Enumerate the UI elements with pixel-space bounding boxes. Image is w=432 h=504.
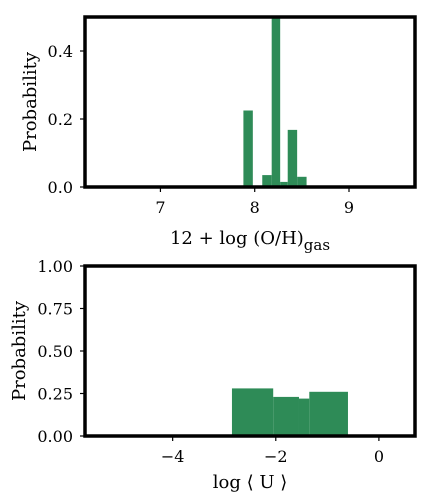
y-tick-label: 0.00 bbox=[37, 427, 73, 446]
y-tick-label: 0.25 bbox=[37, 385, 73, 404]
histogram-bar bbox=[309, 391, 348, 436]
histogram-bar bbox=[297, 176, 307, 187]
histogram-bar bbox=[271, 17, 281, 187]
y-tick-label: 0.4 bbox=[48, 42, 73, 61]
y-tick-label: 0.75 bbox=[37, 300, 73, 319]
y-tick-label: 0.0 bbox=[48, 178, 73, 197]
axes-frame bbox=[83, 15, 417, 189]
x-axis-label: 12 + log (O/H)gas bbox=[170, 228, 330, 254]
y-axis-label: Probability bbox=[9, 300, 30, 401]
y-tick-label: 0.2 bbox=[48, 110, 73, 129]
x-axis-label: log ⟨ U ⟩ bbox=[213, 472, 288, 493]
histogram-bar bbox=[273, 396, 299, 436]
histogram-bar bbox=[298, 398, 310, 436]
x-tick-label: −2 bbox=[264, 447, 288, 466]
histogram-bar bbox=[231, 388, 274, 436]
y-tick-label: 1.00 bbox=[37, 257, 73, 276]
ionization-histogram-panel: −4 −2 0 0.00 0.25 0.50 0.75 1.00 Probability log … bbox=[9, 257, 417, 493]
y-tick-label: 0.50 bbox=[37, 342, 73, 361]
x-tick-label: −4 bbox=[161, 447, 185, 466]
x-tick-label: 0 bbox=[374, 447, 384, 466]
metallicity-histogram-panel: 7 8 9 0.0 0.2 0.4 Probability 12 + log (O/H)gas bbox=[20, 15, 417, 254]
histogram-bar bbox=[280, 181, 288, 187]
histogram-bar bbox=[262, 175, 272, 187]
x-tick-label: 7 bbox=[155, 198, 165, 217]
histogram-bar bbox=[243, 110, 253, 187]
y-axis-label: Probability bbox=[20, 51, 41, 152]
histogram-bar bbox=[287, 129, 298, 187]
x-tick-label: 9 bbox=[344, 198, 354, 217]
x-tick-label: 8 bbox=[250, 198, 260, 217]
x-axis-label-subscript: gas bbox=[304, 236, 330, 254]
